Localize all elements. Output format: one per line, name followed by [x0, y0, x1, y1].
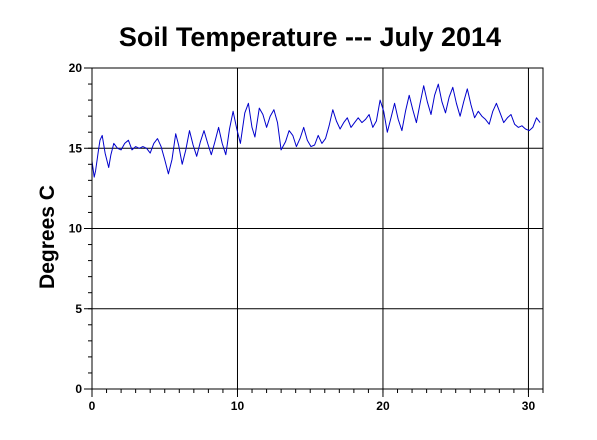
y-tick-label: 10 [69, 222, 83, 236]
plot-frame [91, 67, 544, 390]
y-tick-label: 5 [75, 302, 82, 316]
tick-labels: 0 10 20 30 0 5 10 15 20 [69, 61, 536, 413]
grid-lines [92, 68, 543, 389]
y-axis-label: Degrees C [36, 185, 59, 289]
y-tick-label: 20 [69, 61, 83, 75]
y-tick-label: 0 [75, 382, 82, 396]
series-layer [91, 83, 541, 178]
x-tick-label: 0 [89, 399, 96, 413]
x-tick-label: 10 [231, 399, 245, 413]
chart-title: Soil Temperature --- July 2014 [119, 22, 501, 52]
y-tick-label: 15 [69, 141, 83, 155]
x-tick-label: 30 [522, 399, 536, 413]
x-tick-label: 20 [376, 399, 390, 413]
series-line [91, 83, 541, 178]
major-ticks [84, 67, 529, 397]
